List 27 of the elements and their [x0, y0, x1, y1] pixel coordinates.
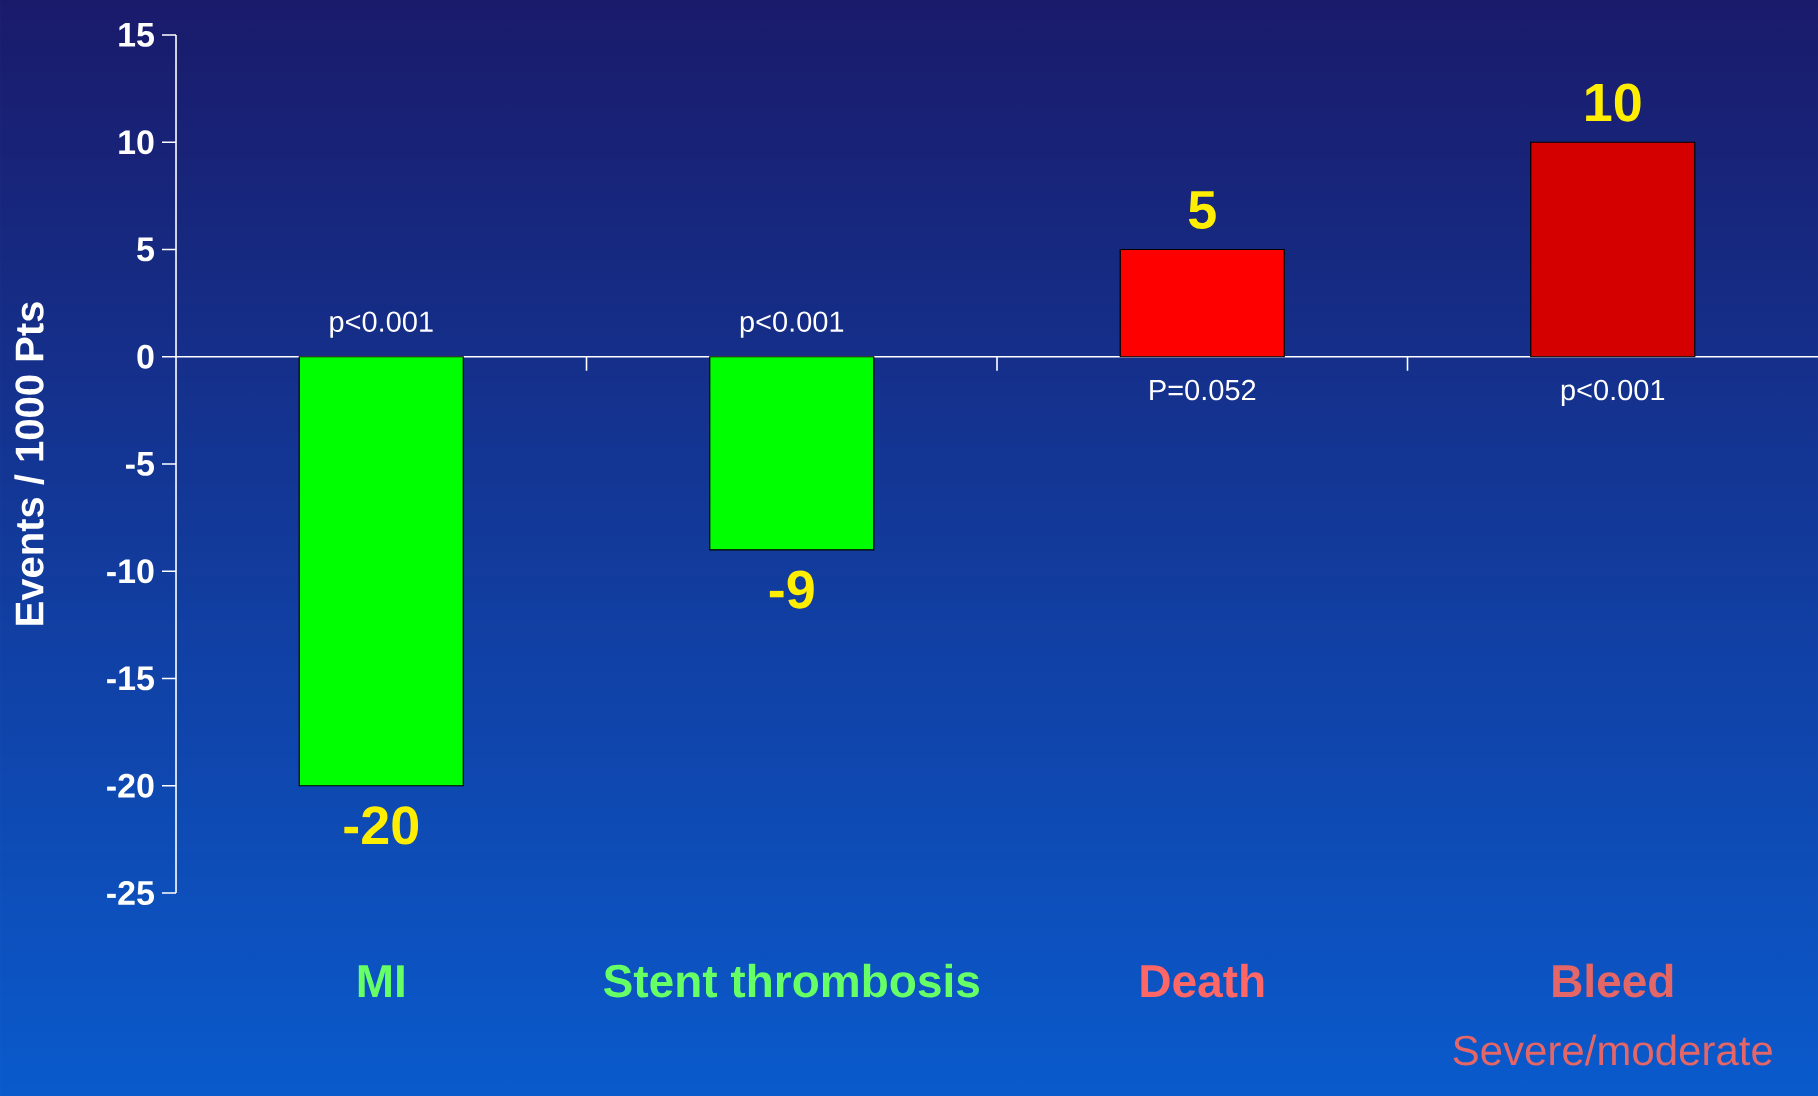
y-tick-label: -25 — [107, 880, 154, 906]
y-tick-label: -15 — [107, 666, 154, 691]
data-label: -9 — [769, 570, 814, 609]
x-tick-label: MI — [358, 965, 404, 997]
annotation: p<0.001 — [330, 311, 433, 338]
data-label: 10 — [1586, 83, 1641, 122]
annotation: p<0.001 — [740, 311, 844, 338]
annotation: P=0.052 — [1150, 379, 1256, 401]
bar — [298, 356, 464, 787]
bar — [1119, 248, 1285, 358]
y-tick-label: -10 — [107, 559, 154, 584]
x-tick-label: Stent thrombosis — [603, 963, 979, 998]
x-tick-label: Bleed — [1553, 963, 1673, 998]
y-tick-label: 10 — [119, 130, 154, 155]
y-tick-label: -20 — [107, 773, 154, 798]
bar — [1530, 141, 1696, 358]
x-tick-label: Death — [1141, 963, 1264, 998]
data-label: -20 — [344, 806, 419, 845]
y-tick-label: 5 — [137, 237, 155, 262]
y-axis-title: Events / 1000 Pts — [14, 302, 45, 625]
text: Severe/moderate — [1453, 1034, 1772, 1066]
data-label: 5 — [1188, 191, 1216, 229]
annotation: p<0.001 — [1561, 379, 1665, 407]
bar — [709, 356, 875, 551]
y-tick-label: 0 — [137, 344, 154, 369]
y-tick-label: -5 — [126, 452, 154, 476]
y-tick-label: 15 — [119, 23, 154, 47]
